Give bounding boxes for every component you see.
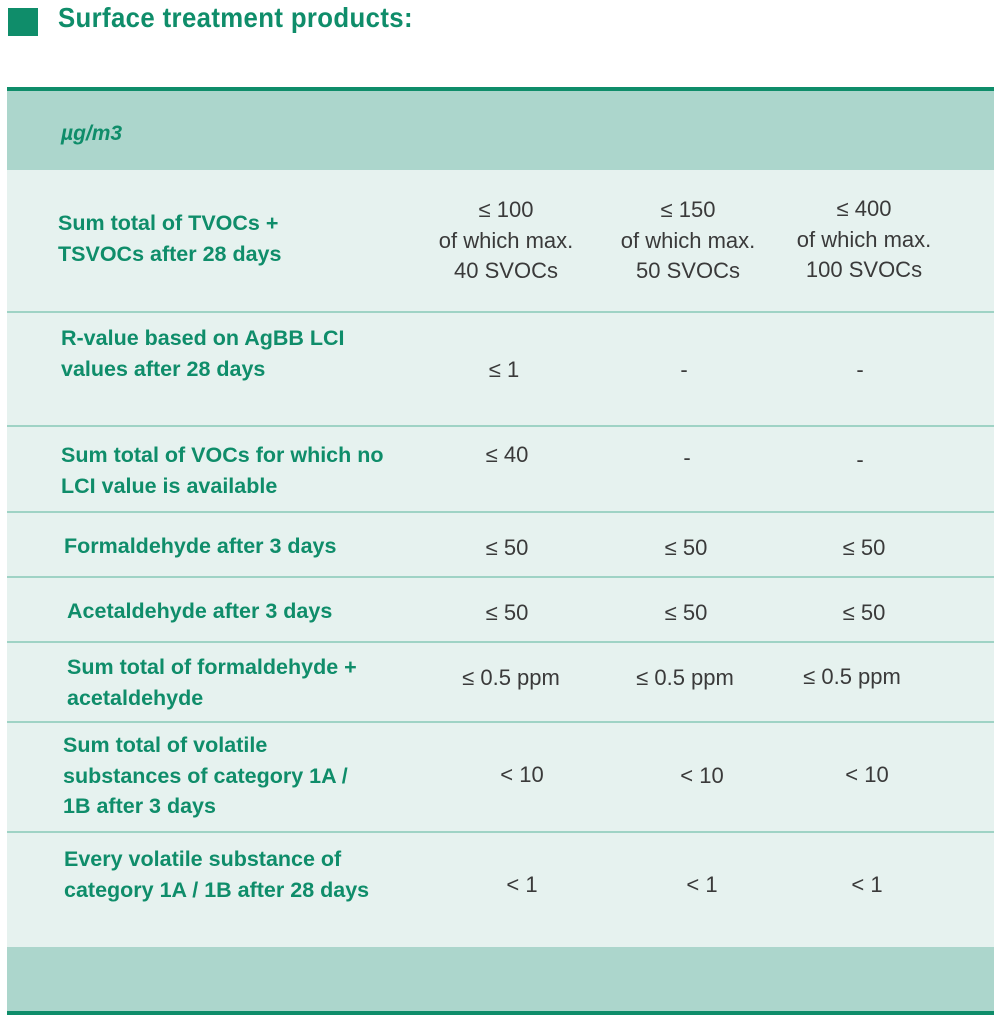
value-cell: ≤ 0.5 ppm — [636, 665, 734, 690]
value-cell: ≤ 100 of which max. 40 SVOCs — [438, 197, 574, 283]
table-top-rule — [7, 87, 994, 91]
table-row-category-28-days: Every volatile substance of category 1A … — [7, 833, 994, 947]
value-cell: < 10 — [680, 763, 724, 788]
value-cell: ≤ 0.5 ppm — [803, 664, 901, 689]
value-cell: ≤ 50 — [485, 600, 529, 625]
table-row-r-value: R-value based on AgBB LCI values after 2… — [7, 313, 994, 427]
value-cell: < 1 — [686, 872, 718, 897]
table-footer — [7, 947, 994, 1011]
value-cell: < 1 — [506, 872, 538, 897]
table-row-category-3-days: Sum total of volatile substances of cate… — [7, 723, 994, 833]
emission-limits-table: µg/m3 Sum total of TVOCs + TSVOCs after … — [7, 87, 994, 1016]
value-cell: ≤ 0.5 ppm — [462, 665, 560, 690]
row-label: R-value based on AgBB LCI values after 2… — [61, 326, 345, 381]
section-heading: Surface treatment products: — [0, 0, 1001, 50]
row-label: Sum total of TVOCs + TSVOCs after 28 day… — [58, 211, 282, 266]
table-body: Sum total of TVOCs + TSVOCs after 28 day… — [7, 170, 994, 947]
value-cell: ≤ 1 — [488, 357, 520, 382]
value-cell: ≤ 50 — [842, 535, 886, 560]
value-cell: ≤ 400 of which max. 100 SVOCs — [796, 196, 932, 282]
heading-square-marker — [8, 8, 38, 36]
value-cell: < 10 — [500, 762, 544, 787]
value-cell: - — [856, 357, 864, 382]
row-label: Acetaldehyde after 3 days — [67, 599, 333, 623]
value-cell: ≤ 150 of which max. 50 SVOCs — [620, 197, 756, 283]
value-cell: ≤ 50 — [664, 600, 708, 625]
value-cell: < 10 — [845, 762, 889, 787]
row-label: Sum total of VOCs for which no LCI value… — [61, 443, 384, 498]
table-row-formaldehyde: Formaldehyde after 3 days ≤ 50 ≤ 50 ≤ 50 — [7, 513, 994, 578]
row-label: Every volatile substance of category 1A … — [64, 847, 370, 902]
value-cell: - — [683, 445, 691, 470]
table-row-acetaldehyde: Acetaldehyde after 3 days ≤ 50 ≤ 50 ≤ 50 — [7, 578, 994, 643]
row-label: Sum total of formaldehyde + acetaldehyde — [67, 655, 357, 710]
value-cell: - — [856, 447, 864, 472]
value-cell: ≤ 50 — [842, 600, 886, 625]
value-cell: < 1 — [851, 872, 883, 897]
table-row-tvoc: Sum total of TVOCs + TSVOCs after 28 day… — [7, 170, 994, 313]
table-row-formaldehyde-acetaldehyde: Sum total of formaldehyde + acetaldehyde… — [7, 643, 994, 723]
unit-label: µg/m3 — [61, 122, 123, 145]
page-title: Surface treatment products: — [58, 2, 413, 33]
row-label: Sum total of volatile substances of cate… — [63, 733, 348, 818]
table-row-voc-no-lci: Sum total of VOCs for which no LCI value… — [7, 427, 994, 513]
table-header: µg/m3 — [7, 91, 994, 170]
value-cell: ≤ 50 — [485, 535, 529, 560]
table-bottom-rule — [7, 1011, 994, 1015]
value-cell: ≤ 50 — [664, 535, 708, 560]
value-cell: - — [680, 357, 688, 382]
row-label: Formaldehyde after 3 days — [64, 534, 337, 558]
value-cell: ≤ 40 — [485, 442, 529, 467]
